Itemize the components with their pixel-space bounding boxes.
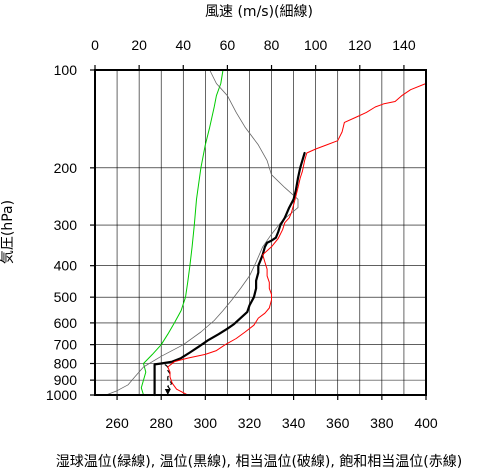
top-tick-label: 140 <box>392 37 416 53</box>
bottom-tick-label: 400 <box>414 415 438 431</box>
top-tick-label: 100 <box>304 37 328 53</box>
y-tick-label: 600 <box>54 315 78 331</box>
bottom-tick-label: 300 <box>194 415 218 431</box>
series-line <box>140 69 224 396</box>
top-tick-label: 20 <box>131 37 147 53</box>
top-tick-label: 60 <box>220 37 236 53</box>
y-tick-label: 700 <box>54 337 78 353</box>
bottom-tick-label: 260 <box>105 415 129 431</box>
y-axis-title: 気圧(hPa) <box>0 200 16 264</box>
series-line <box>105 69 299 396</box>
bottom-tick-label: 340 <box>282 415 306 431</box>
y-tick-label: 300 <box>54 217 78 233</box>
top-tick-label: 40 <box>175 37 191 53</box>
bottom-tick-label: 280 <box>150 415 174 431</box>
y-tick-label: 900 <box>54 372 78 388</box>
top-tick-label: 80 <box>264 37 280 53</box>
series-line <box>153 151 306 397</box>
bottom-tick-label: 320 <box>238 415 262 431</box>
y-tick-label: 500 <box>54 289 78 305</box>
y-tick-label: 200 <box>54 160 78 176</box>
y-tick-label: 800 <box>54 356 78 372</box>
y-tick-label: 400 <box>54 258 78 274</box>
series-line <box>160 362 173 396</box>
top-axis-ticks: 0 20 40 60 80 100 120 140 <box>91 37 416 70</box>
top-tick-label: 0 <box>91 37 99 53</box>
grid-layer <box>95 69 426 396</box>
bottom-axis-title: 湿球温位(緑線), 温位(黒線), 相当温位(破線), 飽和相当温位(赤線) <box>56 453 462 470</box>
bottom-tick-label: 380 <box>370 415 394 431</box>
y-tick-label: 1000 <box>46 387 77 403</box>
top-axis-title: 風速 (m/s)(細線) <box>205 4 313 20</box>
plot-frame <box>94 69 427 396</box>
bottom-axis-ticks: 260 280 300 320 340 360 380 400 <box>105 395 438 431</box>
y-tick-label: 100 <box>54 62 78 78</box>
top-tick-label: 120 <box>348 37 372 53</box>
bottom-tick-label: 360 <box>326 415 350 431</box>
series-layer <box>105 69 427 397</box>
series-arrowhead <box>164 389 171 395</box>
series-line <box>167 83 427 396</box>
